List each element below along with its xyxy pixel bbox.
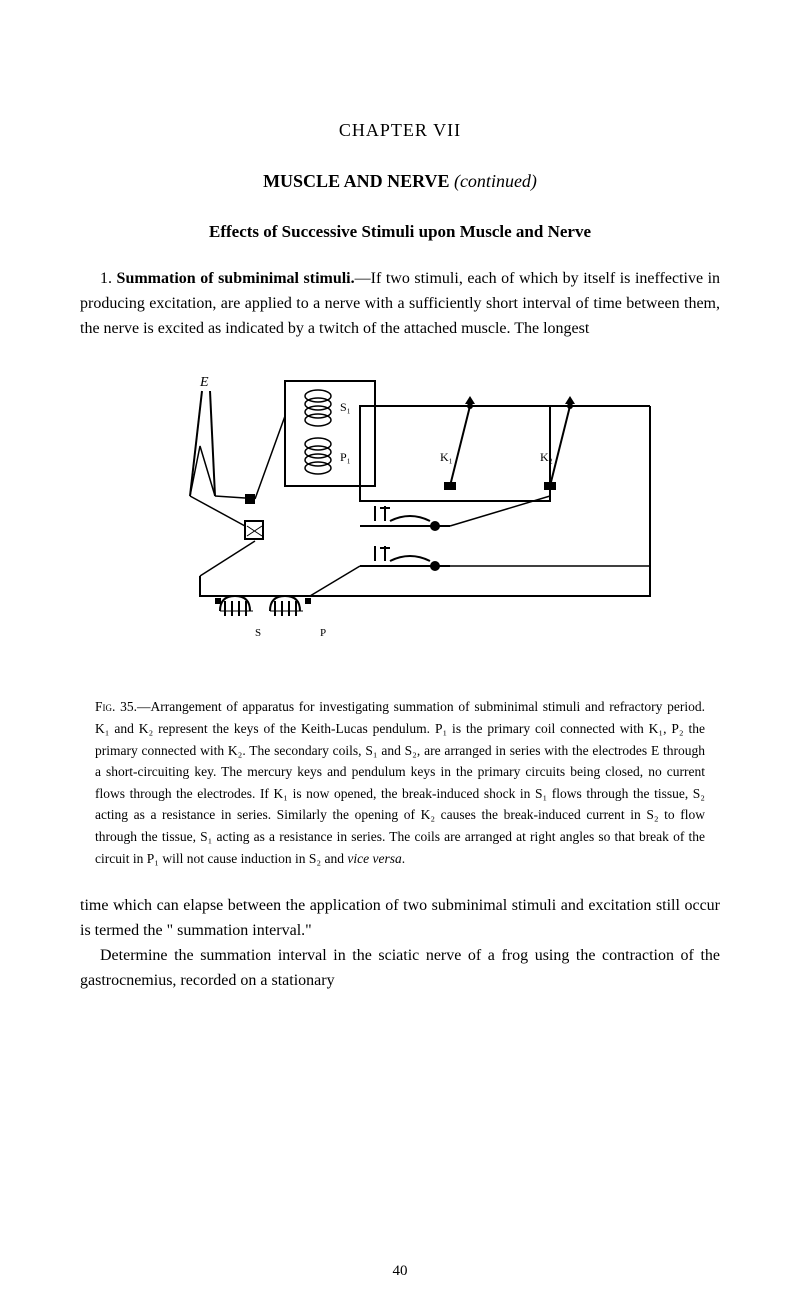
label-E: E xyxy=(199,375,209,390)
label-PL: P xyxy=(320,627,326,639)
chapter-heading: CHAPTER VII xyxy=(80,120,720,141)
apparatus-diagram: E S₁ P₁ K₁ K₂ xyxy=(140,366,660,666)
section-title: MUSCLE AND NERVE (continued) xyxy=(80,171,720,192)
label-K1: K₁ xyxy=(440,450,453,464)
caption-label: Fig. 35. xyxy=(95,699,137,714)
page-number: 40 xyxy=(393,1263,408,1280)
figure-35: E S₁ P₁ K₁ K₂ xyxy=(80,366,720,671)
label-P1: P₁ xyxy=(340,450,351,464)
label-SL: S xyxy=(255,627,261,639)
title-bold: MUSCLE AND NERVE xyxy=(263,171,449,191)
section-number: 1. xyxy=(100,270,112,287)
section-heading: Summation of subminimal stimuli. xyxy=(117,270,355,287)
paragraph-3: Determine the summation interval in the … xyxy=(80,944,720,994)
subtitle: Effects of Successive Stimuli upon Muscl… xyxy=(80,222,720,242)
paragraph-2: time which can elapse between the applic… xyxy=(80,894,720,944)
title-italic: (continued) xyxy=(454,171,537,191)
paragraph-1: 1. Summation of subminimal stimuli.—If t… xyxy=(80,267,720,341)
figure-caption: Fig. 35.—Arrangement of apparatus for in… xyxy=(80,696,720,869)
caption-italic: vice versa xyxy=(347,851,401,866)
caption-end: . xyxy=(402,851,405,866)
battery-cells xyxy=(215,596,311,616)
label-K2: K₂ xyxy=(540,450,553,464)
caption-body: —Arrangement of apparatus for investigat… xyxy=(95,699,705,865)
label-S1: S₁ xyxy=(340,400,351,414)
